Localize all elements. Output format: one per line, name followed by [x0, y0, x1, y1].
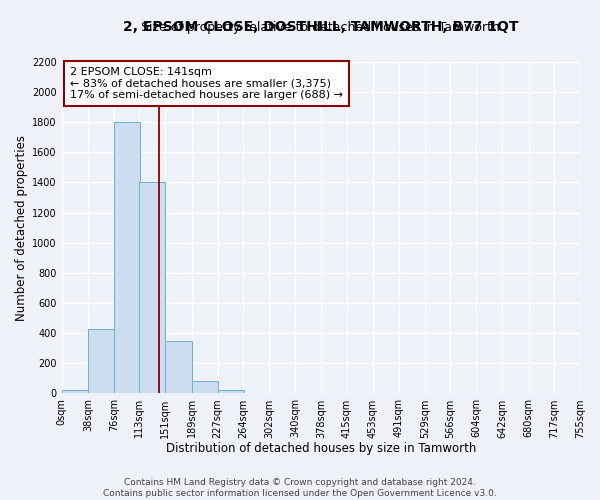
Title: Size of property relative to detached houses in Tamworth: Size of property relative to detached ho… [142, 21, 500, 34]
Bar [218, 390, 244, 394]
Text: Contains HM Land Registry data © Crown copyright and database right 2024.
Contai: Contains HM Land Registry data © Crown c… [103, 478, 497, 498]
Text: 2 EPSOM CLOSE: 141sqm
← 83% of detached houses are smaller (3,375)
17% of semi-d: 2 EPSOM CLOSE: 141sqm ← 83% of detached … [70, 67, 343, 100]
Bar [191, 382, 218, 394]
Text: 2, EPSOM CLOSE, DOSTHILL, TAMWORTH, B77 1QT: 2, EPSOM CLOSE, DOSTHILL, TAMWORTH, B77 … [123, 20, 518, 34]
X-axis label: Distribution of detached houses by size in Tamworth: Distribution of detached houses by size … [166, 442, 476, 455]
Bar [62, 390, 88, 394]
Bar [166, 340, 191, 394]
Y-axis label: Number of detached properties: Number of detached properties [15, 134, 28, 320]
Bar [139, 182, 166, 394]
Bar [114, 122, 140, 394]
Bar [88, 328, 114, 394]
